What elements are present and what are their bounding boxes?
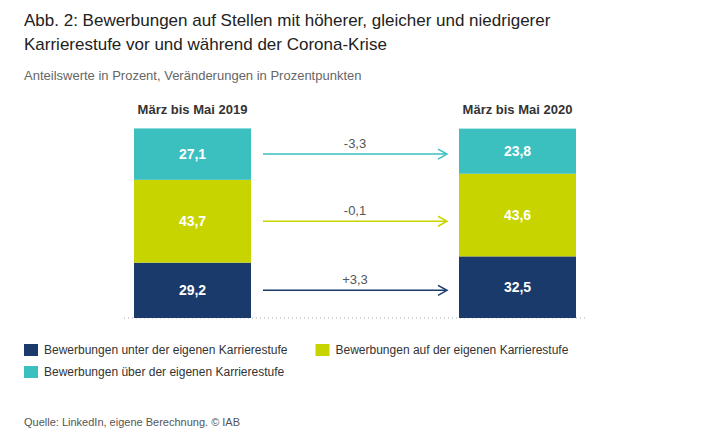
- arrow-line: [263, 153, 445, 155]
- category-label: März bis Mai 2019: [138, 102, 248, 117]
- category-label: März bis Mai 2020: [463, 102, 573, 117]
- annotation: -0,1: [344, 203, 366, 218]
- legend-item: Bewerbungen über der eigenen Karrierestu…: [24, 365, 284, 379]
- legend-label: Bewerbungen über der eigenen Karrierestu…: [44, 365, 284, 379]
- title: Karrierestufe vor und während der Corona…: [24, 35, 387, 54]
- arrow-head: [438, 285, 447, 295]
- arrow-line: [263, 290, 445, 292]
- data-label: 23,8: [504, 143, 531, 159]
- annotation: +3,3: [342, 272, 368, 287]
- bar-segment: [134, 180, 251, 263]
- bars: [134, 128, 576, 318]
- data-label: 29,2: [179, 282, 206, 298]
- bar-segment: [134, 263, 251, 318]
- legend-swatch: [316, 344, 330, 356]
- legend-swatch: [24, 344, 38, 356]
- data-label: 43,7: [179, 213, 206, 229]
- annotation: -3,3: [344, 136, 366, 151]
- bar-segment: [459, 129, 576, 174]
- arrow-line: [263, 220, 445, 222]
- data-label: 43,6: [504, 207, 531, 223]
- legend-item: Bewerbungen auf der eigenen Karrierestuf…: [316, 343, 569, 357]
- bar-segment: [459, 256, 576, 318]
- legend: Bewerbungen unter der eigenen Karrierest…: [24, 343, 569, 379]
- legend-item: Bewerbungen unter der eigenen Karrierest…: [24, 343, 288, 357]
- arrow-head: [438, 149, 447, 159]
- legend-label: Bewerbungen unter der eigenen Karrierest…: [44, 343, 288, 357]
- data-labels: 29,2 43,7 27,1 32,5 43,6 23,8: [179, 143, 531, 298]
- bar-segment: [459, 174, 576, 257]
- data-label: 32,5: [504, 279, 531, 295]
- legend-swatch: [24, 366, 38, 378]
- source: Quelle: LinkedIn, eigene Berechnung. © I…: [24, 416, 240, 428]
- subtitle: Anteilswerte in Prozent, Veränderungen i…: [24, 68, 362, 83]
- title: Abb. 2: Bewerbungen auf Stellen mit höhe…: [24, 11, 551, 30]
- legend-label: Bewerbungen auf der eigenen Karrierestuf…: [336, 343, 569, 357]
- chart: Abb. 2: Bewerbungen auf Stellen mit höhe…: [0, 0, 711, 440]
- bar-segment: [134, 128, 251, 179]
- data-label: 27,1: [179, 146, 206, 162]
- arrow-head: [438, 216, 447, 226]
